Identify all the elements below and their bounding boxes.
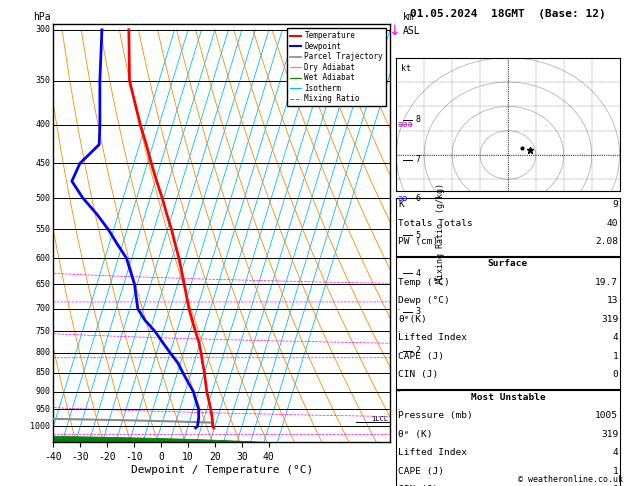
Text: Surface: Surface <box>488 260 528 268</box>
Text: ↓: ↓ <box>389 24 400 38</box>
Text: 300: 300 <box>35 25 50 35</box>
Text: θᵉ (K): θᵉ (K) <box>398 430 433 438</box>
Text: CAPE (J): CAPE (J) <box>398 352 444 361</box>
Legend: Temperature, Dewpoint, Parcel Trajectory, Dry Adiabat, Wet Adiabat, Isotherm, Mi: Temperature, Dewpoint, Parcel Trajectory… <box>287 28 386 106</box>
Text: -: - <box>398 350 400 356</box>
Text: kt: kt <box>401 65 411 73</box>
Text: ǝǝ: ǝǝ <box>398 193 408 203</box>
Text: 450: 450 <box>35 159 50 168</box>
Text: 8: 8 <box>415 115 420 124</box>
Text: km: km <box>403 12 415 22</box>
Text: ASL: ASL <box>403 26 420 36</box>
Text: 0: 0 <box>613 485 618 486</box>
Text: Totals Totals: Totals Totals <box>398 219 473 227</box>
Text: 900: 900 <box>35 387 50 396</box>
Text: 4: 4 <box>613 333 618 342</box>
Text: 750: 750 <box>35 327 50 336</box>
Text: 0: 0 <box>613 370 618 379</box>
Text: -: - <box>398 306 400 312</box>
Text: 1: 1 <box>613 352 618 361</box>
Text: 350: 350 <box>35 76 50 85</box>
Text: Mixing Ratio  (g/kg): Mixing Ratio (g/kg) <box>436 183 445 283</box>
Text: 4: 4 <box>415 269 420 278</box>
Text: 550: 550 <box>35 225 50 234</box>
Text: 4: 4 <box>613 448 618 457</box>
Text: -: - <box>398 370 400 376</box>
Text: ǝǝǝ: ǝǝǝ <box>398 120 413 129</box>
Text: hPa: hPa <box>33 12 50 22</box>
Text: 600: 600 <box>35 254 50 262</box>
Text: Lifted Index: Lifted Index <box>398 333 467 342</box>
Text: CIN (J): CIN (J) <box>398 485 438 486</box>
Text: θᵉ(K): θᵉ(K) <box>398 315 427 324</box>
Text: 19.7: 19.7 <box>595 278 618 287</box>
Text: -: - <box>398 406 400 412</box>
Text: 650: 650 <box>35 280 50 289</box>
Text: 3: 3 <box>415 307 420 316</box>
Text: 01.05.2024  18GMT  (Base: 12): 01.05.2024 18GMT (Base: 12) <box>410 9 606 19</box>
Text: 1: 1 <box>613 467 618 475</box>
Text: 850: 850 <box>35 368 50 377</box>
Text: 13: 13 <box>607 296 618 305</box>
Text: 7: 7 <box>415 155 420 164</box>
Text: K: K <box>398 200 404 209</box>
Text: 2.08: 2.08 <box>595 237 618 246</box>
Text: 2: 2 <box>415 346 420 355</box>
Text: 1000: 1000 <box>30 422 50 431</box>
Text: Pressure (mb): Pressure (mb) <box>398 411 473 420</box>
Text: 400: 400 <box>35 120 50 129</box>
Text: Most Unstable: Most Unstable <box>470 393 545 401</box>
Text: -: - <box>398 329 400 334</box>
Text: 6: 6 <box>415 193 420 203</box>
Text: 9: 9 <box>613 200 618 209</box>
Text: 40: 40 <box>607 219 618 227</box>
Text: 700: 700 <box>35 304 50 313</box>
Text: 1LCL: 1LCL <box>370 416 387 422</box>
Text: © weatheronline.co.uk: © weatheronline.co.uk <box>518 474 623 484</box>
Text: Lifted Index: Lifted Index <box>398 448 467 457</box>
Text: 950: 950 <box>35 405 50 414</box>
Text: 5: 5 <box>415 231 420 240</box>
Text: 319: 319 <box>601 315 618 324</box>
Text: 800: 800 <box>35 348 50 357</box>
Text: Temp (°C): Temp (°C) <box>398 278 450 287</box>
Text: 1005: 1005 <box>595 411 618 420</box>
Text: Dewp (°C): Dewp (°C) <box>398 296 450 305</box>
Text: 500: 500 <box>35 193 50 203</box>
Text: 319: 319 <box>601 430 618 438</box>
X-axis label: Dewpoint / Temperature (°C): Dewpoint / Temperature (°C) <box>131 465 313 475</box>
Text: CAPE (J): CAPE (J) <box>398 467 444 475</box>
Text: CIN (J): CIN (J) <box>398 370 438 379</box>
Text: PW (cm): PW (cm) <box>398 237 438 246</box>
Text: -: - <box>398 388 400 395</box>
